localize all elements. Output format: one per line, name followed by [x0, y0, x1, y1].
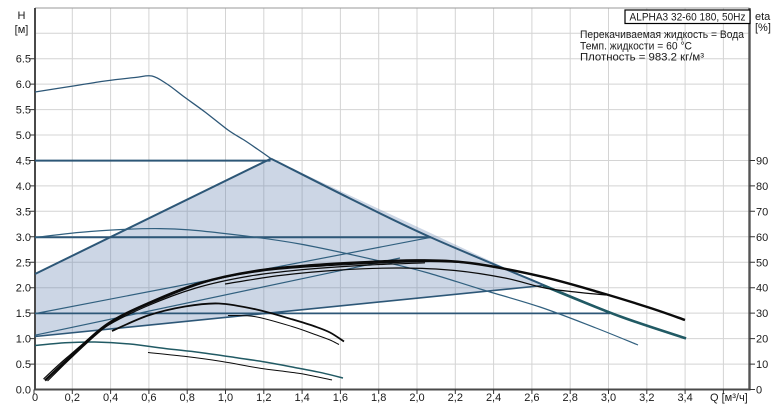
svg-text:Темп. жидкости = 60 °C: Темп. жидкости = 60 °C — [580, 40, 692, 52]
svg-text:10: 10 — [756, 359, 768, 371]
svg-text:70: 70 — [756, 206, 768, 218]
svg-text:[%]: [%] — [755, 22, 771, 34]
svg-text:3.0: 3.0 — [16, 232, 31, 244]
svg-text:5.0: 5.0 — [16, 130, 31, 142]
svg-text:2,8: 2,8 — [563, 392, 578, 404]
svg-text:1,6: 1,6 — [333, 392, 348, 404]
svg-text:60: 60 — [756, 232, 768, 244]
svg-text:Перекачиваемая жидкость = Вода: Перекачиваемая жидкость = Вода — [580, 29, 745, 41]
svg-text:4.5: 4.5 — [16, 155, 31, 167]
svg-text:0.0: 0.0 — [16, 385, 31, 397]
svg-text:20: 20 — [756, 334, 768, 346]
svg-text:2,2: 2,2 — [448, 392, 463, 404]
svg-text:1,8: 1,8 — [371, 392, 386, 404]
svg-text:ALPHA3 32-60 180, 50Hz: ALPHA3 32-60 180, 50Hz — [630, 12, 746, 24]
svg-text:Q [м³/ч]: Q [м³/ч] — [710, 392, 748, 404]
svg-text:4.0: 4.0 — [16, 181, 31, 193]
svg-text:[м]: [м] — [15, 24, 29, 36]
svg-text:0.5: 0.5 — [16, 359, 31, 371]
svg-text:0: 0 — [32, 392, 38, 404]
svg-text:0,4: 0,4 — [103, 392, 118, 404]
svg-text:3,0: 3,0 — [601, 392, 616, 404]
svg-text:5.5: 5.5 — [16, 105, 31, 117]
svg-text:0,2: 0,2 — [65, 392, 80, 404]
svg-text:2,6: 2,6 — [524, 392, 539, 404]
svg-text:50: 50 — [756, 257, 768, 269]
svg-text:30: 30 — [756, 308, 768, 320]
svg-text:80: 80 — [756, 181, 768, 193]
svg-text:1.0: 1.0 — [16, 334, 31, 346]
svg-text:H: H — [18, 10, 26, 22]
svg-text:eta: eta — [755, 11, 771, 23]
svg-text:3.5: 3.5 — [16, 206, 31, 218]
svg-text:2,0: 2,0 — [409, 392, 424, 404]
svg-text:2.5: 2.5 — [16, 257, 31, 269]
svg-text:0,6: 0,6 — [141, 392, 156, 404]
svg-text:1,0: 1,0 — [218, 392, 233, 404]
svg-text:1,2: 1,2 — [256, 392, 271, 404]
svg-text:1,4: 1,4 — [294, 392, 309, 404]
svg-text:2.0: 2.0 — [16, 283, 31, 295]
svg-text:3,2: 3,2 — [639, 392, 654, 404]
svg-text:Плотность = 983.2 кг/м³: Плотность = 983.2 кг/м³ — [580, 52, 704, 64]
svg-text:6.0: 6.0 — [16, 79, 31, 91]
svg-text:3,4: 3,4 — [677, 392, 692, 404]
svg-text:90: 90 — [756, 155, 768, 167]
svg-text:0: 0 — [756, 385, 762, 397]
svg-text:1.5: 1.5 — [16, 308, 31, 320]
svg-text:2,4: 2,4 — [486, 392, 501, 404]
svg-text:0,8: 0,8 — [180, 392, 195, 404]
svg-text:40: 40 — [756, 283, 768, 295]
svg-text:6.5: 6.5 — [16, 54, 31, 66]
